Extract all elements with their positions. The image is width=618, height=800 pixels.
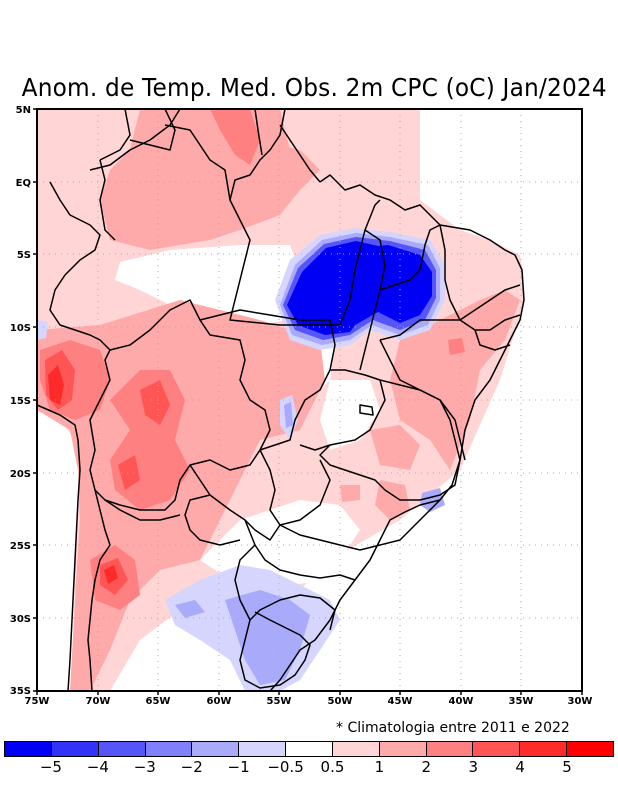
colorbar-label: −0.5: [267, 758, 304, 776]
border-colombia-venezuela: [99, 109, 131, 161]
border-minas: [319, 379, 461, 501]
border-amazonas-para: [229, 199, 340, 326]
colorbar-label: 0.5: [320, 758, 345, 776]
colorbar-segment: [145, 742, 193, 756]
anomaly-region-pink-guyana: [210, 109, 260, 165]
border-uruguay: [239, 611, 311, 689]
border-parana-sc-rs: [249, 524, 361, 631]
axis-ticks: [33, 108, 583, 695]
border-suriname-guiana: [254, 109, 321, 183]
coastline-pacific: [37, 404, 81, 691]
colorbar-label: 1: [374, 758, 385, 776]
lon-label-75w: 75W: [25, 696, 50, 707]
colorbar-label: 2: [421, 758, 432, 776]
anomaly-region-pink-minas: [370, 425, 420, 470]
colorbar-segment: [192, 742, 240, 756]
anomaly-region-strong-red-bolivia: [140, 380, 170, 425]
border-paraguay: [184, 464, 281, 546]
lat-label-eq: EQ: [16, 178, 31, 189]
colorbar-label: −3: [133, 758, 156, 776]
colorbar-segment: [286, 742, 333, 756]
climatology-note: * Climatologia entre 2011 e 2022: [336, 720, 570, 736]
longitude-labels: 75W 70W 65W 60W 55W 50W 45W 40W 35W 30W: [25, 696, 593, 707]
anomaly-region-blue-argentina: [175, 600, 205, 618]
anomaly-region-max-red-peru: [48, 365, 64, 405]
colorbar-label: 3: [468, 758, 478, 776]
anomaly-region-pink-nordeste: [390, 290, 520, 470]
colorbar-segment: [239, 742, 287, 756]
anomaly-region-neutral-amazon: [115, 245, 300, 330]
colorbar-segment: [379, 742, 427, 756]
border-venezuela-brazil: [99, 109, 176, 241]
colorbar-segment: [473, 742, 521, 756]
anomaly-region-pink-ms: [340, 485, 360, 502]
border-argentina-bolivia: [104, 499, 181, 521]
anomaly-region-max-red-nw-argentina: [104, 565, 118, 584]
anomaly-region-red-bahia: [448, 338, 465, 355]
lon-label-40w: 40W: [449, 696, 474, 707]
colorbar-segment: [426, 742, 474, 756]
border-sp-rj: [359, 499, 441, 551]
anomaly-region-blue-rio: [420, 488, 445, 512]
colorbar-segment: [567, 742, 613, 756]
anomaly-region-strong-red-chaco: [118, 455, 140, 490]
lat-label-15s: 15S: [10, 396, 31, 407]
anomaly-region-light-blue-peru: [37, 320, 48, 340]
lat-label-10s: 10S: [10, 323, 31, 334]
border-guyana: [164, 109, 286, 201]
lon-label-55w: 55W: [267, 696, 292, 707]
border-argentina-brazil: [234, 519, 301, 621]
border-para-tocantins: [339, 199, 381, 326]
colorbar-label: 5: [562, 758, 572, 776]
colorbar-label: 4: [515, 758, 525, 776]
colorbar-segment: [520, 742, 568, 756]
ocean-west: [37, 405, 80, 691]
colorbar-segment: [332, 742, 380, 756]
border-peru-brazil: [49, 181, 111, 351]
lon-label-50w: 50W: [328, 696, 353, 707]
border-bolivia: [89, 299, 271, 511]
border-mato-grosso: [199, 309, 336, 451]
border-argentina-chile: [87, 489, 111, 691]
colorbar-label: −4: [86, 758, 109, 776]
anomaly-field: [37, 109, 582, 691]
colorbar-segment: [98, 742, 146, 756]
map-title: Anom. de Temp. Med. Obs. 2m CPC (oC) Jan…: [21, 73, 607, 102]
lon-label-45w: 45W: [388, 696, 413, 707]
colorbar-segment: [5, 742, 52, 756]
political-boundaries: [37, 109, 525, 691]
anomaly-region-blue-mato-grosso: [284, 402, 293, 428]
lat-label-30s: 30S: [10, 614, 31, 625]
colorbar: [4, 741, 614, 757]
lon-label-30w: 30W: [568, 696, 593, 707]
latitude-labels: 5N EQ 5S 10S 15S 20S 25S 30S 35S: [10, 105, 31, 697]
lat-label-20s: 20S: [10, 469, 31, 480]
lon-label-60w: 60W: [207, 696, 232, 707]
lat-label-35s: 35S: [10, 686, 31, 697]
lat-label-5s: 5S: [17, 250, 31, 261]
lon-label-70w: 70W: [86, 696, 111, 707]
colorbar-label: −2: [180, 758, 203, 776]
lon-label-65w: 65W: [146, 696, 171, 707]
colorbar-label: −5: [39, 758, 62, 776]
colorbar-label: −1: [227, 758, 250, 776]
cold-anomaly-core: [275, 228, 445, 350]
lat-label-25s: 25S: [10, 541, 31, 552]
lat-label-5n: 5N: [16, 105, 31, 116]
lon-label-35w: 35W: [509, 696, 534, 707]
border-maranhao-piaui: [359, 224, 441, 371]
colorbar-segment: [51, 742, 99, 756]
anomaly-region-pink-sp: [375, 480, 410, 520]
border-goias: [299, 369, 386, 451]
